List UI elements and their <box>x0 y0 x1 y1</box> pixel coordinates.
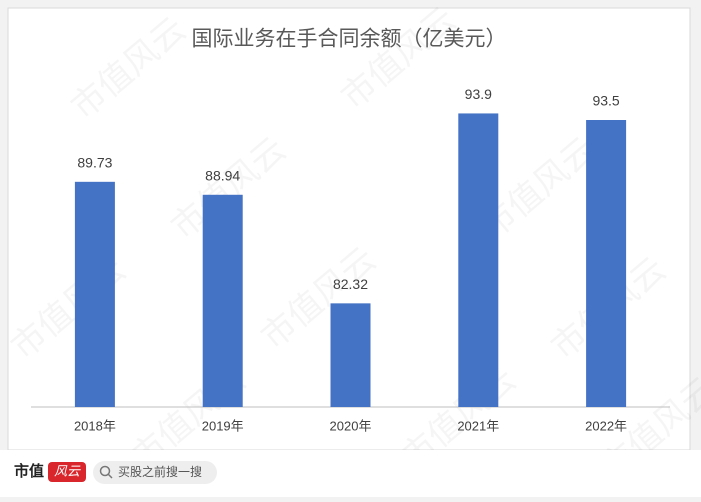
brand-badge-text: 风云 <box>54 463 81 478</box>
x-tick-label: 2022年 <box>585 418 627 433</box>
bar <box>330 303 371 407</box>
bar <box>202 194 243 407</box>
chart-title: 国际业务在手合同余额（亿美元） <box>192 28 507 51</box>
data-label: 82.32 <box>333 276 368 292</box>
search-icon-handle <box>107 473 113 479</box>
data-label: 88.94 <box>205 167 240 183</box>
x-tick-label: 2019年 <box>202 418 244 433</box>
search-box[interactable] <box>93 461 217 484</box>
x-tick-label: 2020年 <box>330 418 372 433</box>
bar <box>74 181 115 407</box>
x-tick-label: 2021年 <box>457 418 499 433</box>
x-tick-label: 2018年 <box>74 418 116 433</box>
brand-badge <box>48 462 86 482</box>
data-label: 93.9 <box>465 86 492 102</box>
data-label: 89.73 <box>77 155 112 171</box>
search-placeholder[interactable]: 买股之前搜一搜 <box>118 464 202 479</box>
bar <box>458 113 499 407</box>
search-icon <box>99 465 111 477</box>
bar <box>586 120 627 407</box>
data-label: 93.5 <box>592 93 619 109</box>
brand-name: 市值 <box>14 462 44 480</box>
